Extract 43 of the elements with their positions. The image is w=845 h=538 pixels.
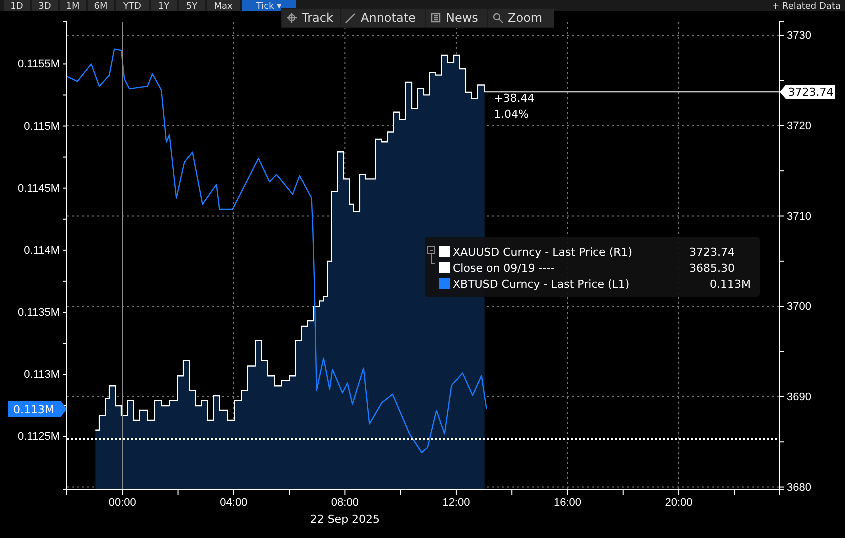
text: Tick ▾ [255,2,282,12]
text: 6M [94,2,108,12]
annotation: 3685.30 [690,262,735,275]
text: YTD [122,2,142,12]
y2-tick-label: 3730 [787,30,812,42]
y-tick-label: 0.113M [24,369,60,382]
annotation: Zoom [508,11,543,25]
legend-label: Close on 09/19 ---- [453,262,555,275]
x-tick-label: 12:00 [442,496,470,509]
y-tick-label: 0.1145M [18,182,60,195]
annotation: Track [301,11,334,25]
y-tick-label: 0.1155M [18,58,60,71]
text: 1D [10,2,24,12]
annotation: News [446,11,478,25]
y2-tick-label: 3720 [787,120,812,132]
text: Max [214,2,234,12]
text: 1Y [158,2,170,12]
x-axis-title: 22 Sep 2025 [310,513,380,526]
annotation: 1.04% [494,108,529,121]
text: 3D [38,2,52,12]
text: 5Y [186,2,198,12]
y-tick-label: 0.115M [24,120,60,133]
y-tick-label: 0.1135M [18,307,60,320]
y-tick-label: 0.114M [24,244,60,257]
text: 1M [66,2,80,12]
annotation: 3723.74 [690,246,735,259]
ref-line-label: 3723.74 [788,86,834,100]
x-tick-label: 00:00 [108,496,136,509]
y2-tick-label: 3710 [787,210,812,223]
legend-label: XBTUSD Curncy - Last Price (L1) [453,278,630,291]
x-tick-label: 20:00 [665,496,693,509]
annotation: 0.113M [710,278,751,291]
annotation: +38.44 [494,92,535,105]
x-tick-label: 08:00 [331,496,359,509]
y2-tick-label: 3690 [787,391,812,404]
x-tick-label: 16:00 [554,496,582,509]
annotation: Annotate [361,11,416,25]
y2-tick-label: 3680 [787,482,812,494]
x-tick-label: 04:00 [220,496,248,509]
legend-label: XAUUSD Curncy - Last Price (R1) [453,246,633,259]
text: + Related Data [772,2,841,12]
y-tick-label: 0.1125M [18,431,60,444]
y2-tick-label: 3700 [787,301,812,314]
